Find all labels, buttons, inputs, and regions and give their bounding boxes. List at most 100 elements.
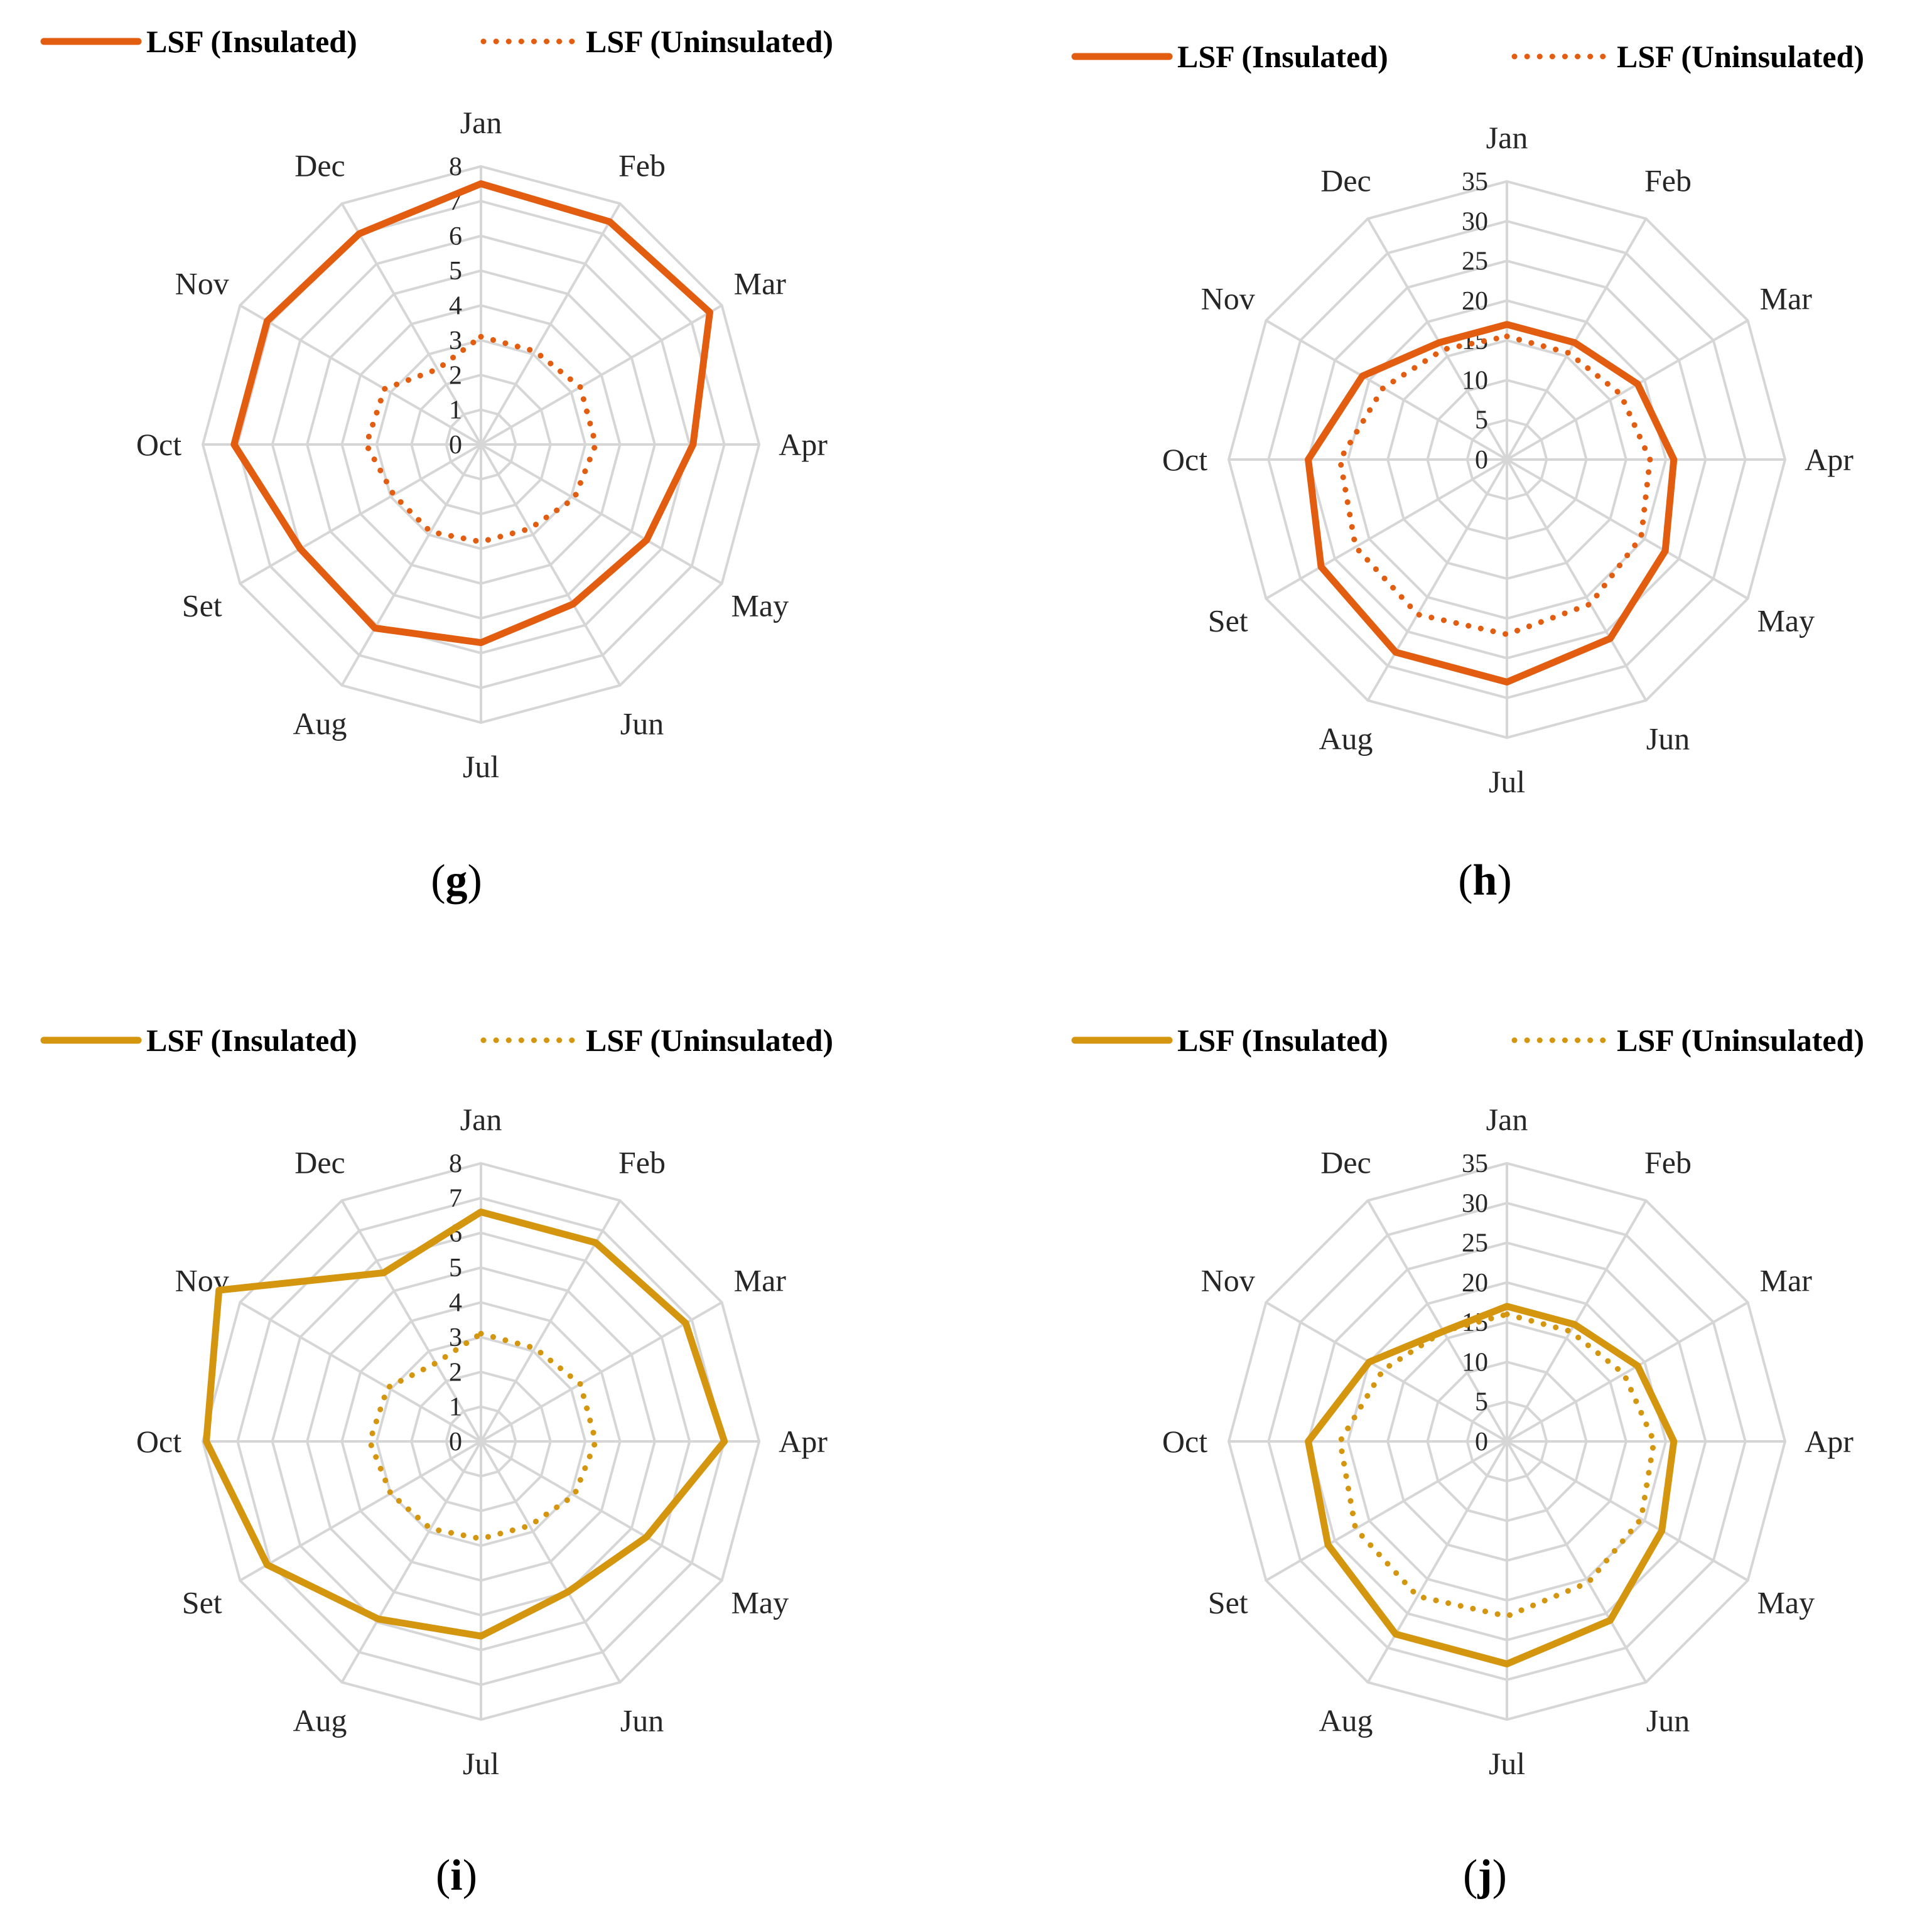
series-line-uninsulated	[367, 1330, 599, 1542]
category-label-jul: Jul	[463, 1746, 499, 1781]
grid-spoke	[340, 1440, 482, 1683]
grid-spoke	[1506, 319, 1749, 461]
category-label-oct: Oct	[136, 427, 181, 462]
category-label-set: Set	[182, 1585, 222, 1620]
grid-spoke	[480, 1440, 622, 1683]
grid-spoke	[1506, 218, 1648, 460]
category-label-jun: Jun	[620, 1703, 664, 1738]
panel-label: (i)	[436, 1851, 477, 1900]
grid-spoke	[480, 1301, 723, 1443]
radar-panel-j: LSF (Insulated) LSF (Uninsulated)05101520…	[1071, 1023, 1864, 1900]
category-label-jun: Jun	[620, 706, 664, 741]
grid-spoke	[239, 304, 482, 446]
category-label-apr: Apr	[1805, 1424, 1854, 1459]
category-label-set: Set	[1208, 1585, 1248, 1620]
tick-label: 35	[1462, 168, 1488, 196]
category-label-set: Set	[1208, 603, 1248, 638]
grid-spoke	[239, 443, 482, 585]
category-label-feb: Feb	[1644, 163, 1692, 198]
panel-label: (j)	[1463, 1851, 1507, 1900]
category-label-feb: Feb	[1644, 1145, 1692, 1180]
tick-label: 2	[449, 1358, 462, 1387]
tick-label: 8	[449, 153, 462, 181]
tick-label: 5	[449, 257, 462, 286]
grid-spoke	[340, 1200, 482, 1442]
grid-spoke	[1506, 1440, 1749, 1582]
category-label-feb: Feb	[618, 1145, 666, 1180]
category-label-aug: Aug	[1319, 1703, 1373, 1738]
category-label-may: May	[731, 1585, 789, 1620]
category-label-oct: Oct	[1162, 442, 1207, 477]
tick-label: 35	[1462, 1149, 1488, 1178]
tick-label: 1	[449, 1393, 462, 1422]
tick-label: 5	[1475, 1388, 1488, 1417]
category-label-may: May	[1757, 1585, 1815, 1620]
legend-label-uninsulated: LSF (Uninsulated)	[586, 1023, 833, 1058]
category-label-apr: Apr	[779, 427, 828, 462]
series-line-insulated	[203, 1209, 728, 1640]
radar-panel-h: LSF (Insulated) LSF (Uninsulated)05101520…	[1071, 39, 1864, 905]
grid-spoke	[1506, 1440, 1648, 1683]
tick-label: 0	[449, 1428, 462, 1456]
panel-label-letter: j	[1477, 1851, 1492, 1900]
tick-label: 5	[1475, 406, 1488, 435]
category-label-jan: Jan	[1486, 1102, 1528, 1137]
tick-label: 20	[1462, 287, 1488, 316]
category-label-may: May	[731, 588, 789, 623]
tick-label: 0	[1475, 1428, 1488, 1456]
tick-label: 10	[1462, 366, 1488, 395]
radar-panel-g: LSF (Insulated) LSF (Uninsulated)01234567…	[40, 24, 833, 905]
grid-spoke	[1366, 218, 1508, 460]
category-label-jan: Jan	[460, 105, 502, 140]
category-label-oct: Oct	[1162, 1424, 1207, 1459]
category-label-apr: Apr	[1805, 442, 1854, 477]
grid-spoke	[1506, 458, 1749, 600]
tick-label: 6	[449, 222, 462, 251]
grid-spoke	[1506, 1200, 1648, 1442]
grid-spoke	[1366, 1440, 1508, 1683]
tick-label: 25	[1462, 1229, 1488, 1258]
tick-label: 4	[449, 292, 462, 321]
tick-label: 8	[449, 1149, 462, 1178]
category-label-may: May	[1757, 603, 1815, 638]
legend-label-insulated: LSF (Insulated)	[146, 1023, 357, 1058]
category-label-jul: Jul	[1489, 1746, 1525, 1781]
category-label-aug: Aug	[293, 706, 347, 741]
tick-label: 2	[449, 361, 462, 390]
category-label-jan: Jan	[460, 1102, 502, 1137]
grid-spoke	[1265, 458, 1508, 600]
legend-label-insulated: LSF (Insulated)	[146, 24, 357, 59]
series-line-insulated	[1305, 1303, 1678, 1667]
tick-label: 7	[449, 1184, 462, 1213]
category-label-aug: Aug	[1319, 721, 1373, 756]
tick-label: 3	[449, 1323, 462, 1352]
category-label-dec: Dec	[1320, 1145, 1371, 1180]
category-label-mar: Mar	[1760, 281, 1813, 316]
panel-label-letter: h	[1473, 856, 1498, 905]
grid-spoke	[1506, 1301, 1749, 1443]
legend-label-insulated: LSF (Insulated)	[1177, 39, 1388, 74]
category-label-dec: Dec	[294, 1145, 345, 1180]
category-label-dec: Dec	[294, 148, 345, 183]
grid-spoke	[480, 444, 622, 686]
radar-panel-i: LSF (Insulated) LSF (Uninsulated)01234567…	[40, 1023, 833, 1900]
grid-spoke	[480, 443, 723, 585]
grid-spoke	[480, 304, 723, 446]
tick-label: 4	[449, 1289, 462, 1318]
panel-label: (h)	[1458, 856, 1512, 905]
category-label-jul: Jul	[463, 749, 499, 784]
tick-label: 0	[1475, 446, 1488, 475]
series-line-uninsulated	[1337, 333, 1653, 637]
grid-spoke	[1265, 1301, 1508, 1443]
tick-label: 25	[1462, 247, 1488, 276]
series-line-uninsulated	[363, 333, 599, 545]
category-label-nov: Nov	[175, 266, 229, 301]
legend-label-insulated: LSF (Insulated)	[1177, 1023, 1388, 1058]
category-label-oct: Oct	[136, 1424, 181, 1459]
series-line-insulated	[230, 180, 713, 647]
panel-label-letter: i	[450, 1851, 462, 1900]
category-label-feb: Feb	[618, 148, 666, 183]
category-label-nov: Nov	[1201, 281, 1255, 316]
grid-spoke	[1506, 459, 1648, 701]
